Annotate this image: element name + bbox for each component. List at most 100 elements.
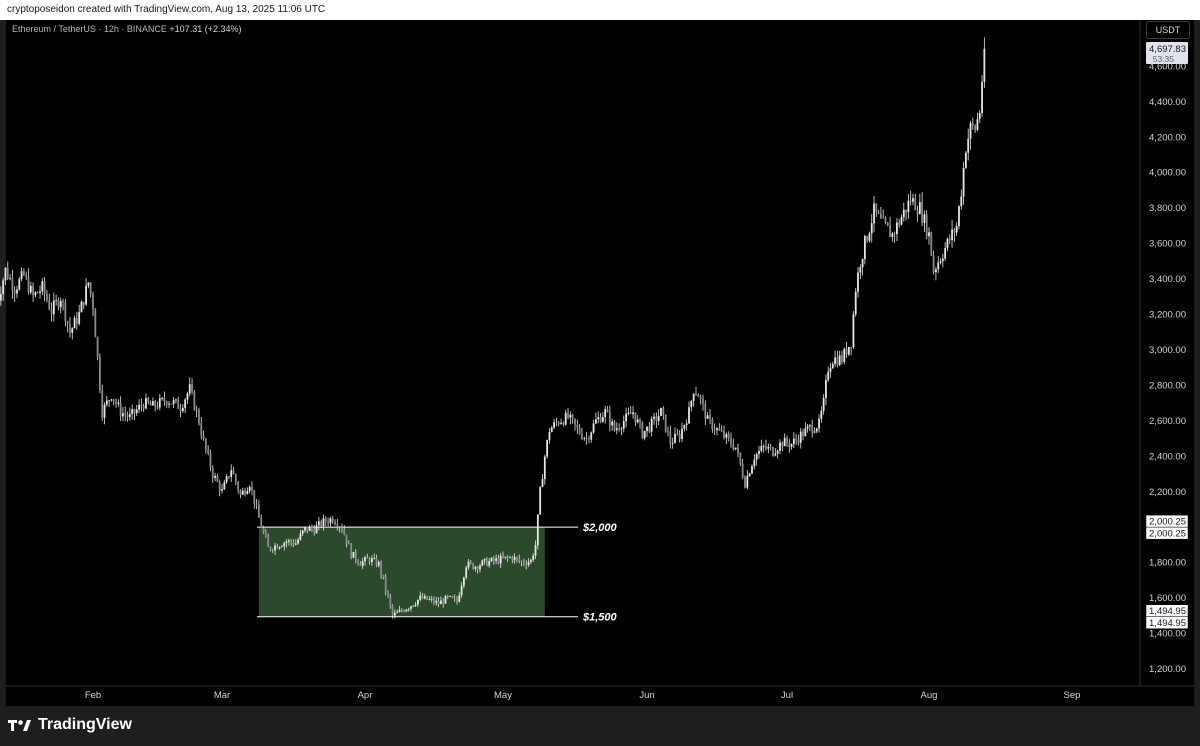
attribution-bar: cryptoposeidon created with TradingView.…	[0, 0, 1200, 20]
candle-body	[463, 577, 465, 586]
candle-body	[354, 551, 357, 561]
candle-body	[713, 429, 716, 431]
candle-body	[230, 470, 233, 478]
tradingview-logo[interactable]: TradingView	[8, 716, 132, 734]
candle-body	[308, 526, 311, 531]
candle-body	[762, 445, 765, 447]
candle-body	[639, 419, 641, 423]
y-tick-label: 2,400.00	[1149, 451, 1186, 462]
candle-body	[852, 314, 855, 348]
candle-body	[193, 391, 196, 410]
last-price-countdown: 53:35	[1153, 54, 1175, 64]
candle-body	[948, 238, 951, 241]
chart-frame[interactable]	[6, 20, 1194, 706]
candle-body	[718, 428, 721, 431]
symbol-info: Ethereum / TetherUS · 12h · BINANCE +107…	[12, 24, 241, 34]
candle-body	[22, 271, 25, 275]
candle-body	[336, 524, 339, 528]
candle-body	[788, 443, 791, 447]
candle-body	[753, 459, 756, 467]
candle-body	[115, 401, 117, 404]
candle-body	[918, 202, 921, 214]
candle-body	[896, 222, 898, 235]
candle-body	[882, 217, 885, 219]
price-chart[interactable]: $2,000 $1,500 1,200.00 1,400.00 1,600.00 1,80…	[0, 0, 1200, 706]
candle-body	[928, 232, 930, 237]
candle-body	[156, 406, 159, 408]
candle-body	[78, 312, 81, 324]
candle-body	[597, 417, 600, 420]
candle-body	[437, 600, 440, 605]
candle-body	[315, 525, 318, 534]
candle-body	[375, 558, 378, 566]
axis-price-label: 2,000.25	[1149, 529, 1186, 540]
candle-body	[664, 414, 667, 432]
candle-body	[786, 437, 788, 444]
y-tick-label: 2,600.00	[1149, 416, 1186, 427]
candle-body	[921, 202, 924, 223]
candle-body	[350, 544, 353, 558]
y-tick-label: 3,400.00	[1149, 274, 1186, 285]
candle-body	[829, 368, 832, 372]
candle-body	[907, 200, 910, 213]
candle-body	[186, 393, 189, 400]
candle-body	[479, 565, 481, 570]
candle-body	[795, 438, 798, 440]
candle-body	[702, 398, 704, 404]
candle-body	[304, 526, 306, 531]
candle-body	[657, 415, 660, 422]
candle-body	[253, 490, 256, 504]
candle-body	[52, 300, 55, 315]
candle-body	[451, 596, 454, 598]
candle-body	[843, 348, 846, 362]
candle-body	[660, 407, 662, 416]
candle-body	[119, 402, 122, 417]
candle-body	[294, 543, 297, 545]
candle-body	[32, 285, 35, 296]
y-tick-label: 2,200.00	[1149, 487, 1186, 498]
candle-body	[377, 562, 380, 566]
candle-body	[845, 348, 848, 355]
y-tick-label: 3,200.00	[1149, 310, 1186, 321]
y-tick-label: 1,400.00	[1149, 629, 1186, 640]
candle-body	[467, 561, 470, 568]
candle-body	[811, 425, 814, 433]
currency-selector[interactable]: USDT	[1146, 21, 1190, 39]
candle-body	[456, 598, 458, 602]
candle-body	[198, 410, 200, 424]
candle-body	[433, 598, 435, 603]
candle-body	[804, 428, 807, 437]
candle-body	[769, 447, 772, 448]
axis-price-label-box	[1145, 616, 1189, 629]
candle-body	[382, 574, 385, 578]
candle-body	[428, 598, 431, 600]
candle-body	[149, 402, 152, 406]
candle-body	[543, 456, 546, 479]
candle-body	[741, 464, 744, 478]
candle-body	[781, 442, 784, 447]
candle-body	[2, 280, 5, 295]
candle-body	[965, 152, 967, 168]
candle-body	[317, 521, 320, 526]
candle-body	[746, 476, 749, 488]
candle-body	[513, 556, 516, 561]
candle-body	[520, 561, 523, 563]
price-change: +107.31 (+2.34%)	[169, 24, 242, 34]
candle-body	[446, 596, 449, 597]
candle-body	[838, 355, 841, 366]
candle-body	[648, 426, 651, 432]
candle-body	[371, 558, 373, 563]
candle-body	[133, 409, 136, 414]
candle-body	[502, 556, 504, 558]
candle-body	[900, 217, 903, 225]
candle-body	[400, 609, 403, 611]
candle-body	[608, 412, 611, 426]
candle-body	[751, 466, 753, 474]
candle-body	[655, 416, 658, 422]
candle-body	[809, 425, 811, 427]
candle-body	[523, 562, 525, 564]
candle-body	[685, 423, 688, 426]
candle-body	[297, 539, 300, 544]
candle-body	[347, 543, 350, 545]
candle-body	[699, 396, 702, 399]
